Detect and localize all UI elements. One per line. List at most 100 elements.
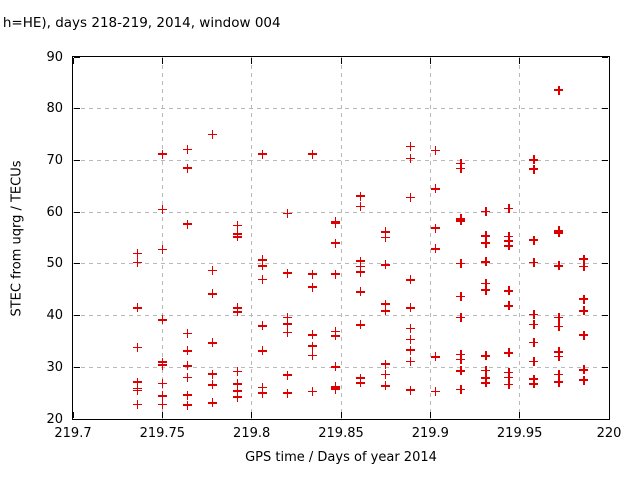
data-point xyxy=(504,301,514,311)
x-tick-bottom xyxy=(251,412,253,418)
x-axis-label: GPS time / Days of year 2014 xyxy=(245,450,437,465)
data-point xyxy=(529,319,539,329)
x-tick-bottom xyxy=(608,412,610,418)
data-point xyxy=(257,382,267,392)
data-point xyxy=(157,391,167,401)
x-tick-bottom xyxy=(519,412,521,418)
grid-line-x xyxy=(251,57,253,419)
data-point xyxy=(529,357,539,367)
x-tick-label: 219.85 xyxy=(318,426,364,441)
data-point xyxy=(282,313,292,323)
x-tick-label: 219.7 xyxy=(54,426,92,441)
data-point xyxy=(182,329,192,339)
data-point xyxy=(529,235,539,245)
y-tick-label: 90 xyxy=(46,49,63,65)
x-tick-top xyxy=(429,58,431,64)
data-point xyxy=(481,257,491,267)
data-point xyxy=(504,204,514,214)
data-point xyxy=(282,370,292,380)
data-point xyxy=(381,227,391,237)
data-point xyxy=(307,269,317,279)
y-tick-label: 40 xyxy=(46,308,63,324)
data-point xyxy=(257,149,267,159)
y-tick-right xyxy=(602,108,608,110)
y-tick-right xyxy=(602,418,608,420)
data-point xyxy=(232,386,242,396)
y-tick-label: 20 xyxy=(46,411,63,427)
data-point xyxy=(232,307,242,317)
y-tick-right xyxy=(602,211,608,213)
data-point xyxy=(579,330,589,340)
data-point xyxy=(232,232,242,242)
data-point xyxy=(481,351,491,361)
data-point xyxy=(307,350,317,360)
data-point xyxy=(406,357,416,367)
x-tick-top xyxy=(161,58,163,64)
data-point xyxy=(529,374,539,384)
data-point xyxy=(132,400,142,410)
data-point xyxy=(406,153,416,163)
data-point xyxy=(456,164,466,174)
grid-line-x xyxy=(161,57,163,419)
data-point xyxy=(356,256,366,266)
data-point xyxy=(456,291,466,301)
data-point xyxy=(504,379,514,389)
y-tick-right xyxy=(602,315,608,317)
data-point xyxy=(157,315,167,325)
data-point xyxy=(207,338,217,348)
x-tick-top xyxy=(519,58,521,64)
data-point xyxy=(579,254,589,264)
data-point xyxy=(381,306,391,316)
data-point xyxy=(207,369,217,379)
data-point xyxy=(406,345,416,355)
data-point xyxy=(356,191,366,201)
data-point xyxy=(257,321,267,331)
data-point xyxy=(529,379,539,389)
y-tick-label: 50 xyxy=(46,256,63,272)
y-tick-right xyxy=(602,56,608,58)
data-point xyxy=(456,355,466,365)
data-point xyxy=(406,303,416,313)
data-point xyxy=(504,367,514,377)
data-point xyxy=(481,207,491,217)
data-point xyxy=(554,313,564,323)
data-point xyxy=(282,268,292,278)
data-point xyxy=(232,379,242,389)
x-tick-bottom xyxy=(340,412,342,418)
data-point xyxy=(406,334,416,344)
data-point xyxy=(406,193,416,203)
data-point xyxy=(504,373,514,383)
data-point xyxy=(132,343,142,353)
data-point xyxy=(579,261,589,271)
data-point xyxy=(331,362,341,372)
data-point xyxy=(182,219,192,229)
data-point xyxy=(331,384,341,394)
data-point xyxy=(456,258,466,268)
data-point xyxy=(554,261,564,271)
data-point xyxy=(257,274,267,284)
y-tick-right xyxy=(602,263,608,265)
y-tick-left xyxy=(74,56,80,58)
data-point xyxy=(207,130,217,140)
data-point xyxy=(331,218,341,228)
data-point xyxy=(579,375,589,385)
data-point xyxy=(554,377,564,387)
data-point xyxy=(257,346,267,356)
data-point xyxy=(157,400,167,410)
data-point xyxy=(282,319,292,329)
x-tick-label: 219.8 xyxy=(233,426,271,441)
data-point xyxy=(431,352,441,362)
y-tick-label: 60 xyxy=(46,204,63,220)
data-point xyxy=(182,400,192,410)
data-point xyxy=(282,328,292,338)
data-point xyxy=(182,163,192,173)
data-point xyxy=(132,377,142,387)
data-point xyxy=(579,306,589,316)
y-tick-label: 30 xyxy=(46,359,63,375)
data-point xyxy=(182,145,192,155)
data-point xyxy=(132,386,142,396)
data-point xyxy=(182,346,192,356)
x-tick-label: 220 xyxy=(596,426,622,441)
data-point xyxy=(431,244,441,254)
